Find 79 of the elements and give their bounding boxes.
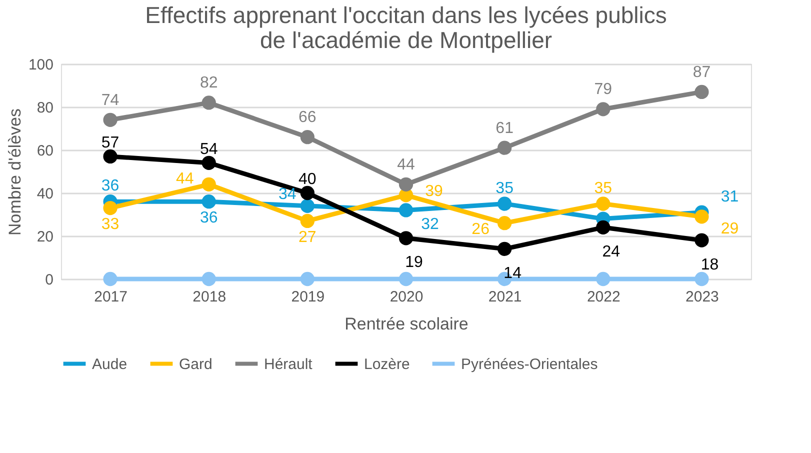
y-tick-label: 60 bbox=[36, 142, 54, 160]
point bbox=[694, 272, 709, 286]
legend-label: Hérault bbox=[264, 356, 314, 373]
x-tick-label: 2021 bbox=[488, 288, 522, 306]
data-label: 26 bbox=[472, 221, 490, 238]
y-tick-label: 40 bbox=[36, 186, 54, 202]
data-label: 35 bbox=[496, 180, 514, 197]
x-tick-label: 2017 bbox=[94, 288, 128, 306]
data-label: 19 bbox=[405, 254, 423, 272]
point bbox=[103, 112, 118, 127]
point bbox=[596, 102, 610, 116]
point bbox=[300, 214, 314, 228]
point bbox=[300, 130, 314, 144]
point bbox=[498, 216, 512, 230]
point bbox=[398, 272, 414, 286]
data-label: 82 bbox=[200, 74, 218, 92]
data-label: 29 bbox=[720, 220, 739, 238]
point bbox=[202, 156, 216, 170]
data-label: 31 bbox=[720, 188, 739, 206]
data-label: 79 bbox=[594, 81, 612, 98]
data-label: 35 bbox=[594, 180, 612, 197]
point bbox=[498, 242, 512, 256]
data-label: 61 bbox=[496, 120, 514, 137]
text: de l'académie de Montpellier bbox=[260, 27, 552, 53]
data-label: 27 bbox=[298, 228, 316, 246]
point bbox=[103, 149, 118, 164]
y-tick-label: 20 bbox=[36, 228, 54, 246]
data-label: 36 bbox=[200, 210, 218, 227]
data-label: 57 bbox=[101, 134, 120, 152]
data-label: 39 bbox=[425, 183, 443, 200]
point bbox=[300, 272, 314, 286]
point bbox=[596, 220, 610, 234]
data-label: 44 bbox=[176, 170, 194, 188]
point bbox=[202, 177, 216, 192]
x-tick-label: 2020 bbox=[390, 288, 424, 306]
data-label: 24 bbox=[602, 243, 620, 260]
y-axis-title: Nombre d'élèves bbox=[5, 108, 24, 236]
legend-label: Pyrénées-Orientales bbox=[461, 356, 598, 373]
legend-label: Aude bbox=[92, 356, 128, 373]
point bbox=[596, 196, 610, 211]
point bbox=[202, 272, 216, 286]
data-label: 32 bbox=[421, 216, 439, 234]
data-label: 18 bbox=[700, 256, 719, 274]
point bbox=[694, 84, 709, 100]
point bbox=[398, 177, 414, 192]
data-label: 54 bbox=[200, 140, 218, 158]
point bbox=[202, 96, 216, 110]
point bbox=[300, 186, 314, 200]
data-label: 36 bbox=[101, 178, 120, 195]
point bbox=[103, 272, 118, 286]
point bbox=[300, 198, 314, 213]
x-tick-label: 2023 bbox=[686, 288, 719, 306]
point bbox=[498, 196, 512, 211]
data-label: 40 bbox=[298, 171, 316, 188]
point bbox=[694, 210, 709, 224]
point bbox=[202, 194, 216, 209]
point bbox=[398, 203, 414, 218]
data-label: 34 bbox=[278, 186, 296, 203]
y-tick-label: 100 bbox=[28, 56, 54, 74]
point bbox=[596, 272, 610, 286]
x-tick-label: 2022 bbox=[586, 288, 620, 306]
data-label: 44 bbox=[397, 156, 415, 174]
data-label: 33 bbox=[101, 216, 120, 234]
data-label: 87 bbox=[692, 64, 711, 81]
data-label: 66 bbox=[298, 109, 316, 126]
point bbox=[103, 200, 118, 216]
data-label: 14 bbox=[504, 264, 522, 282]
x-tick-label: 2018 bbox=[192, 288, 226, 306]
x-axis-title: Rentrée scolaire bbox=[344, 314, 468, 334]
legend-label: Lozère bbox=[364, 356, 410, 373]
x-tick-label: 2019 bbox=[291, 288, 325, 306]
y-tick-label: 0 bbox=[45, 272, 54, 288]
point bbox=[498, 140, 512, 155]
text: Effectifs apprenant l'occitan dans les lycées publics bbox=[145, 2, 667, 28]
legend-label: Gard bbox=[179, 356, 212, 373]
point bbox=[398, 231, 414, 246]
y-tick-label: 80 bbox=[36, 100, 54, 116]
data-label: 74 bbox=[101, 92, 120, 109]
point bbox=[694, 233, 709, 248]
